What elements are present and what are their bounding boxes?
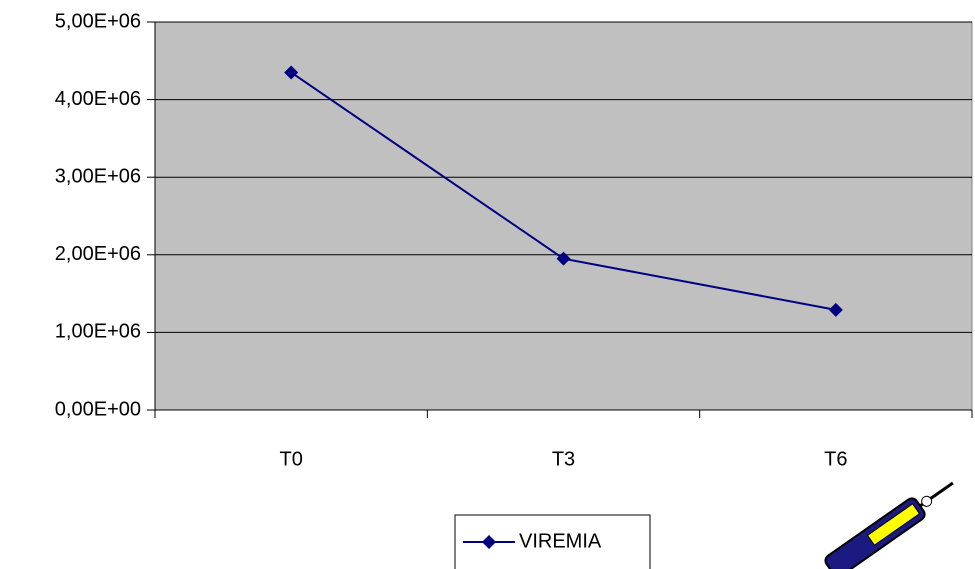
plot-area	[155, 22, 972, 410]
x-tick-label: T0	[279, 448, 302, 470]
y-tick-label: 4,00E+06	[55, 88, 141, 110]
y-tick-label: 5,00E+06	[55, 10, 141, 32]
y-tick-label: 3,00E+06	[55, 165, 141, 187]
y-tick-label: 2,00E+06	[55, 243, 141, 265]
y-tick-label: 1,00E+06	[55, 321, 141, 343]
x-tick-label: T6	[824, 448, 847, 470]
chart: 0,00E+00 1,00E+06 2,00E+06 3,00E+06 4,00E+06…	[0, 0, 975, 569]
legend-label: VIREMIA	[519, 530, 602, 552]
syringe-icon	[823, 473, 960, 569]
x-tick-label: T3	[552, 448, 575, 470]
y-tick-label: 0,00E+00	[55, 398, 141, 420]
